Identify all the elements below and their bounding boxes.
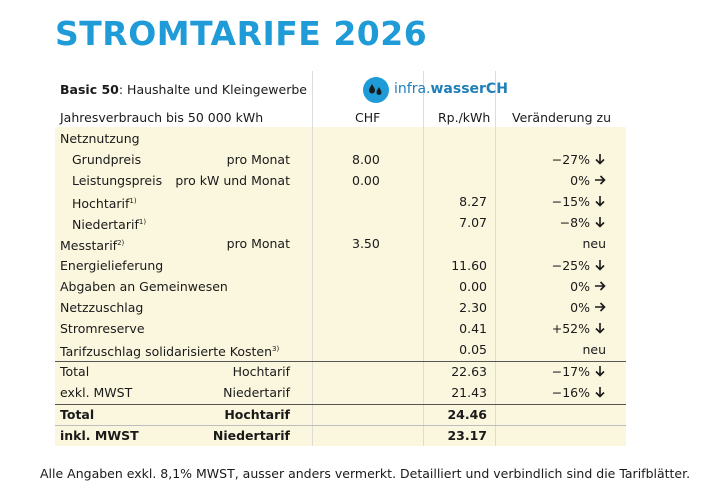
value-chf: 0.00 xyxy=(352,173,380,188)
arrow-down-icon xyxy=(595,387,605,398)
row-label: Netzzuschlag xyxy=(60,300,144,315)
value-rp: 22.63 xyxy=(451,364,487,379)
logo-text: infra.wasserCH xyxy=(394,81,508,97)
tariff-table: Basic 50: Haushalte und Kleingewerbe inf… xyxy=(55,71,626,446)
change-value: −8% xyxy=(525,214,606,231)
value-rp: 7.07 xyxy=(459,215,487,230)
change-value: −17% xyxy=(525,363,606,380)
arrow-down-icon xyxy=(595,323,605,334)
water-drops-icon xyxy=(363,77,389,103)
divider-line xyxy=(55,425,626,426)
row-unit: pro kW und Monat xyxy=(175,173,290,188)
column-divider xyxy=(423,71,424,446)
col-header-rp: Rp./kWh xyxy=(438,110,491,125)
arrow-down-icon xyxy=(595,196,605,207)
change-value: −16% xyxy=(525,384,606,401)
arrow-right-icon xyxy=(595,175,606,185)
row-tarif: Hochtarif xyxy=(232,364,290,379)
value-rp: 23.17 xyxy=(447,428,487,443)
change-value: neu xyxy=(582,236,606,251)
row-tarif: Niedertarif xyxy=(212,428,290,443)
column-divider xyxy=(312,71,313,446)
footnote: Alle Angaben exkl. 8,1% MWST, ausser and… xyxy=(40,466,691,481)
row-label: Hochtarif1) xyxy=(72,196,137,212)
change-value: 0% xyxy=(525,278,606,295)
table-shaded-body xyxy=(55,127,626,446)
value-rp: 0.41 xyxy=(459,321,487,336)
arrow-down-icon xyxy=(595,366,605,377)
row-label: Energielieferung xyxy=(60,258,164,273)
change-value: −15% xyxy=(525,193,606,210)
consumption-label: Jahresverbrauch bis 50 000 kWh xyxy=(60,110,264,125)
col-header-change: Veränderung zu xyxy=(512,110,611,125)
arrow-down-icon xyxy=(595,260,605,271)
change-value: neu xyxy=(582,342,606,357)
page-title: STROMTARIFE 2026 xyxy=(55,14,428,53)
value-rp: 2.30 xyxy=(459,300,487,315)
value-rp: 11.60 xyxy=(451,258,487,273)
row-label: Leistungspreis xyxy=(72,173,163,188)
row-unit: pro Monat xyxy=(226,236,290,251)
arrow-right-icon xyxy=(595,302,606,312)
row-label: inkl. MWST xyxy=(60,428,139,443)
row-label: Total xyxy=(60,407,95,422)
value-rp: 8.27 xyxy=(459,194,487,209)
row-label: Grundpreis xyxy=(72,152,142,167)
row-label: Total xyxy=(60,364,90,379)
row-label: Abgaben an Gemeinwesen xyxy=(60,279,228,294)
change-value: +52% xyxy=(525,320,606,337)
change-value: 0% xyxy=(525,172,606,189)
value-rp: 21.43 xyxy=(451,385,487,400)
arrow-down-icon xyxy=(595,154,605,165)
row-tarif: Niedertarif xyxy=(223,385,290,400)
divider-line xyxy=(55,361,626,362)
arrow-down-icon xyxy=(595,217,605,228)
column-divider xyxy=(495,71,496,446)
row-label: Niedertarif1) xyxy=(72,217,147,233)
row-tarif: Hochtarif xyxy=(224,407,290,422)
product-header: Basic 50: Haushalte und Kleingewerbe xyxy=(60,82,307,97)
change-value: −25% xyxy=(525,257,606,274)
col-header-chf: CHF xyxy=(355,110,381,125)
value-chf: 8.00 xyxy=(352,152,380,167)
arrow-right-icon xyxy=(595,281,606,291)
value-rp: 24.46 xyxy=(447,407,487,422)
value-chf: 3.50 xyxy=(352,236,380,251)
section-label: Netznutzung xyxy=(60,131,140,146)
value-rp: 0.05 xyxy=(459,342,487,357)
change-value: 0% xyxy=(525,299,606,316)
row-label: Messtarif2) xyxy=(60,238,125,254)
row-unit: pro Monat xyxy=(226,152,290,167)
value-rp: 0.00 xyxy=(459,279,487,294)
divider-line xyxy=(55,404,626,405)
row-label: Tarifzuschlag solidarisierte Kosten3) xyxy=(60,344,280,360)
change-value: −27% xyxy=(525,151,606,168)
row-label: exkl. MWST xyxy=(60,385,133,400)
row-label: Stromreserve xyxy=(60,321,145,336)
